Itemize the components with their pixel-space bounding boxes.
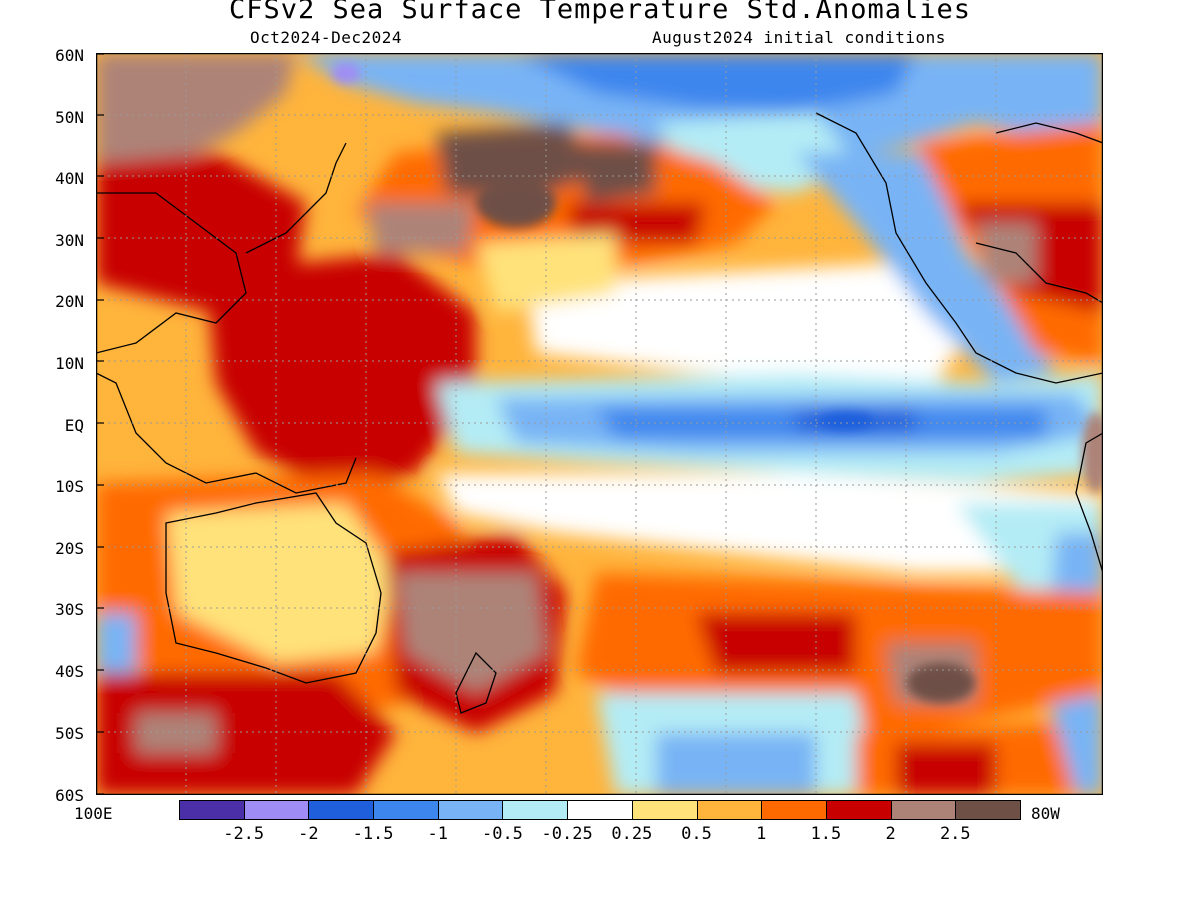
anomaly-field: [96, 53, 1103, 795]
initial-conditions-label: August2024 initial conditions: [652, 28, 946, 47]
colorbar-tick-label: -2: [298, 824, 319, 844]
colorbar-tick-label: -2.5: [223, 824, 265, 844]
forecast-period: Oct2024-Dec2024: [250, 28, 402, 47]
lon-label-right: 80W: [1031, 804, 1060, 823]
graticule: [96, 53, 1103, 795]
colorbar-swatch: [761, 800, 827, 820]
colorbar-tick-label: -1: [427, 824, 449, 844]
lat-label-60s: 60S: [55, 786, 84, 805]
colorbar-tick-label: 1.5: [810, 824, 842, 844]
lat-label-40s: 40S: [55, 662, 84, 681]
colorbar-tick-label: -1.5: [352, 824, 394, 844]
lat-label-50n: 50N: [55, 108, 84, 127]
lat-label-30s: 30S: [55, 600, 84, 619]
anomaly-detail: [332, 63, 1103, 703]
colorbar-tick-label: 2.5: [939, 824, 971, 844]
colorbar-swatch: [955, 800, 1021, 820]
coastlines: [96, 112, 1103, 714]
sst-anomaly-map: [96, 53, 1103, 795]
colorbar-tick-labels: -2.5 -2 -1.5 -1 -0.5 -0.25 0.25 0.5 1 1.5 2 2.5: [0, 824, 1200, 846]
colorbar-tick-label: 0.25: [611, 824, 653, 844]
lat-label-30n: 30N: [55, 231, 84, 250]
colorbar-swatch: [502, 800, 569, 820]
colorbar-swatch: [308, 800, 375, 820]
colorbar: [179, 800, 1021, 822]
colorbar-swatch: [696, 800, 763, 820]
lat-label-60n: 60N: [55, 46, 84, 65]
colorbar-tick-label: 2: [885, 824, 896, 844]
colorbar-swatch: [890, 800, 957, 820]
colorbar-swatch: [437, 800, 504, 820]
colorbar-tick-label: -0.5: [481, 824, 523, 844]
lat-label-50s: 50S: [55, 724, 84, 743]
lat-ticks: [96, 53, 104, 795]
colorbar-swatch: [179, 800, 245, 820]
map-frame: [96, 53, 1103, 795]
lat-label-40n: 40N: [55, 169, 84, 188]
colorbar-swatch: [631, 800, 698, 820]
colorbar-swatch: [567, 800, 633, 820]
lon-label-left: 100E: [74, 804, 113, 823]
map-title: CFSv2 Sea Surface Temperature Std.Anomal…: [229, 0, 971, 25]
colorbar-swatch: [243, 800, 310, 820]
lat-label-10s: 10S: [55, 477, 84, 496]
colorbar-tick-label: 1: [756, 824, 767, 844]
lat-label-10n: 10N: [55, 354, 84, 373]
colorbar-tick-label: 0.5: [681, 824, 712, 844]
lat-label-eq: EQ: [64, 416, 84, 435]
lat-label-20s: 20S: [55, 539, 84, 558]
colorbar-swatch: [373, 800, 439, 820]
colorbar-tick-label: -0.25: [541, 824, 593, 844]
lat-label-20n: 20N: [55, 292, 84, 311]
colorbar-swatch: [825, 800, 892, 820]
